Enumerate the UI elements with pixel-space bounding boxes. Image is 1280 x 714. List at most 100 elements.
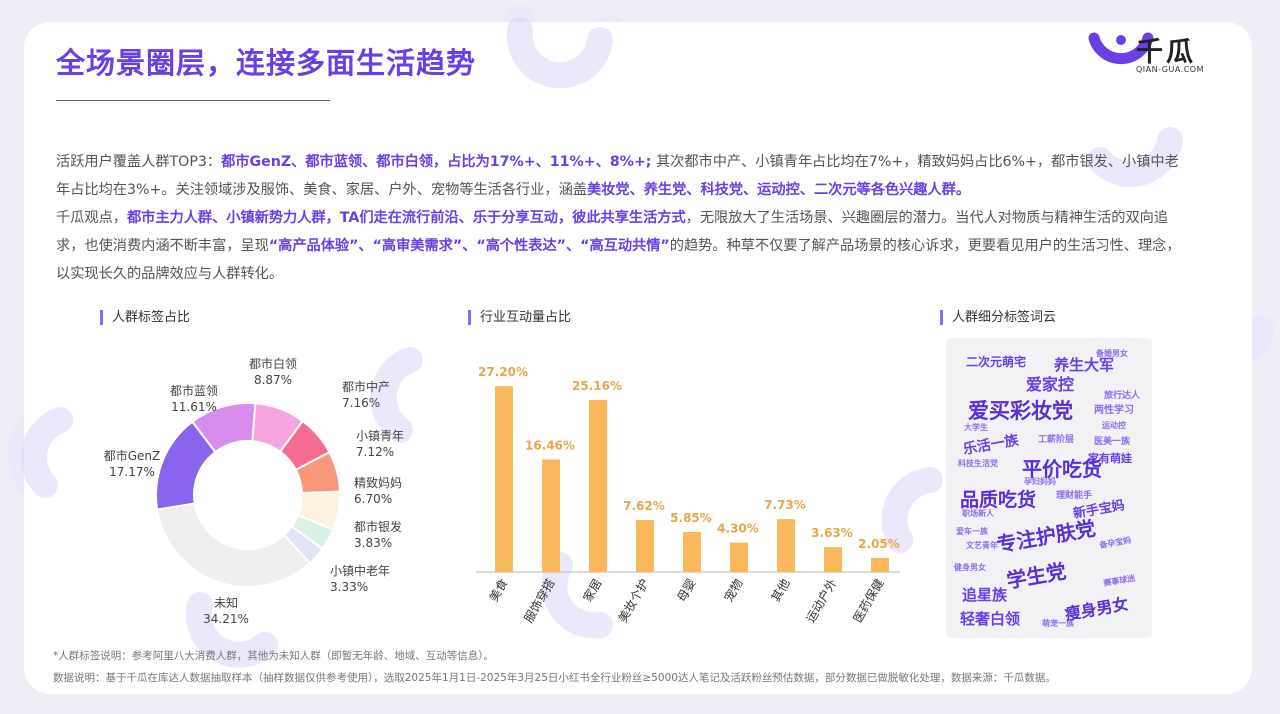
donut-slice-value: 8.87%: [254, 373, 292, 387]
bar-value-label: 4.30%: [717, 522, 759, 536]
intro-text: 千瓜观点，: [56, 210, 127, 226]
page-title: 全场景圈层，连接多面生活趋势: [56, 46, 477, 80]
word-cloud-term: 两性学习: [1094, 403, 1134, 416]
bar-value-label: 7.73%: [764, 498, 806, 512]
donut-slice-label: 都市白领: [249, 356, 297, 371]
word-cloud-term: 爱买彩妆党: [968, 399, 1073, 423]
donut-chart-title: 人群标签占比: [100, 310, 190, 325]
bar: [636, 519, 654, 572]
bar-category-label: 医药保健: [850, 577, 886, 626]
word-cloud-term: 科技生活党: [958, 458, 998, 468]
word-cloud-term: 大学生: [964, 422, 988, 432]
intro-text: ，无限放大了生活场景、兴趣圈层的潜力。当代人对物质与精神生活的双向追求，也使消费…: [56, 210, 1169, 254]
brand-logo: 千瓜 QIAN-GUA.COM: [1062, 30, 1212, 80]
donut-slice-value: 6.70%: [354, 492, 392, 506]
bar-value-label: 7.62%: [623, 499, 665, 513]
donut-slice-label: 都市GenZ: [104, 448, 161, 463]
donut-slice: [155, 502, 312, 588]
donut-slice-value: 3.33%: [330, 580, 368, 594]
intro-text: 的趋势。种草不仅要了解产品场景的核心诉求，更要看见用户的生活习性、理念，以实现长…: [56, 238, 1181, 282]
word-cloud-term: 二次元萌宅: [966, 354, 1026, 369]
word-cloud-term: 旅行达人: [1104, 389, 1141, 401]
intro-paragraph-1: 活跃用户覆盖人群TOP3：都市GenZ、都市蓝领、都市白领，占比为17%+、11…: [56, 148, 1186, 204]
bar-value-label: 25.16%: [572, 379, 622, 393]
bar-value-label: 16.46%: [525, 439, 575, 453]
donut-slice-value: 7.12%: [356, 445, 394, 459]
bar-category-label: 母婴: [674, 577, 698, 605]
donut-slice-label: 未知: [214, 596, 238, 610]
bar-chart: 27.20% 美食 16.46% 服饰穿搭 25.16% 家居 7.62% 美妆个护 5.85%…: [476, 365, 900, 626]
word-cloud-term: 乐活一族: [962, 431, 1021, 458]
bar: [495, 386, 513, 572]
donut-slice-value: 3.83%: [354, 536, 392, 550]
footnote-label-description: *人群标签说明：参考阿里八大消费人群，其他为未知人群（即暂无年龄、地域、互动等信…: [53, 650, 494, 662]
word-cloud-term: 学生党: [1005, 559, 1068, 593]
bar: [730, 542, 748, 572]
intro-text: 活跃用户覆盖人群TOP3：: [56, 154, 222, 170]
donut-slice-label: 都市银发: [354, 519, 402, 534]
word-cloud-panel: [946, 338, 1152, 638]
bar-category-label: 其他: [768, 577, 792, 605]
word-cloud-term: 工薪阶层: [1038, 433, 1074, 445]
donut-slice-label: 都市蓝领: [170, 383, 218, 398]
intro-text: 其次都市中产、小镇青年占比均在7%+，精致妈妈占比6%+，都市银发、小镇中老年占…: [56, 154, 1179, 198]
word-cloud-term: 健身男女: [954, 562, 986, 572]
logo-mark-icon: [1088, 32, 1154, 65]
word-cloud-term: 瘦身男女: [1063, 594, 1129, 624]
intro-highlight: “高产品体验”、“高审美需求”、“高个性表达”、“高互动共情”: [268, 238, 670, 254]
bar: [824, 547, 842, 572]
donut-slice-label: 都市中产: [342, 379, 390, 394]
word-cloud-term: 文艺青年: [966, 540, 998, 550]
word-cloud-term: 家有萌娃: [1088, 451, 1132, 465]
bar: [777, 519, 795, 572]
donut-slice-label: 小镇中老年: [330, 563, 390, 578]
bar-value-label: 27.20%: [478, 365, 528, 379]
bar: [542, 459, 560, 572]
logo-text: 千瓜: [1136, 37, 1196, 68]
word-cloud-term: 平价吃货: [1022, 457, 1102, 481]
word-cloud-term: 理财能手: [1056, 489, 1092, 501]
donut-slice-value: 11.61%: [171, 400, 217, 414]
word-cloud-term: 品质吃货: [960, 488, 1036, 511]
word-cloud-term: 运动控: [1102, 420, 1126, 430]
bar-value-label: 3.63%: [811, 526, 853, 540]
intro-paragraph-2: 千瓜观点，都市主力人群、小镇新势力人群，TA们走在流行前沿、乐于分享互动，彼此共…: [56, 204, 1186, 288]
bar-category-label: 美妆个护: [615, 577, 651, 626]
intro-highlight: 都市GenZ、都市蓝领、都市白领，占比为17%+、11%+、8%+;: [221, 154, 652, 170]
donut-slice-value: 7.16%: [342, 396, 380, 410]
word-cloud-term: 备孕宝妈: [1098, 535, 1132, 551]
logo-subtext: QIAN-GUA.COM: [1136, 65, 1205, 74]
word-cloud-term: 萌宠一族: [1042, 618, 1075, 628]
donut-slice-label: 精致妈妈: [354, 476, 402, 490]
word-cloud-term: 职场新人: [962, 508, 995, 518]
donut-slice-value: 34.21%: [203, 612, 249, 626]
footnote-data-source: 数据说明：基于千瓜在库达人数据抽取样本（抽样数据仅供参考使用），选取2025年1…: [53, 672, 1056, 684]
word-cloud-title: 人群细分标签词云: [940, 310, 1056, 325]
bar: [589, 400, 607, 572]
donut-chart: 都市白领 8.87% 都市中产 7.16% 小镇青年 7.12% 精致妈妈 6.70% 都市银发…: [104, 356, 404, 626]
bar-value-label: 5.85%: [670, 511, 712, 525]
intro-highlight: 都市主力人群、小镇新势力人群，TA们走在流行前沿、乐于分享互动，彼此共享生活方式: [126, 210, 686, 226]
bar-value-label: 2.05%: [858, 537, 900, 551]
bar-chart-title: 行业互动量占比: [468, 310, 571, 325]
bar-category-label: 美食: [486, 576, 511, 604]
bar-category-label: 服饰穿搭: [521, 576, 558, 625]
bar: [871, 557, 889, 572]
word-cloud-term: 赛事球迷: [1102, 572, 1137, 588]
word-cloud-term: 养生大军: [1053, 356, 1114, 374]
bar-category-label: 宠物: [721, 576, 746, 604]
word-cloud-term: 孕妇妈妈: [1024, 476, 1056, 486]
bar-category-label: 家居: [580, 576, 605, 604]
donut-slice-label: 小镇青年: [356, 429, 404, 443]
intro-highlight: 美妆党、养生党、科技党、运动控、二次元等各色兴趣人群。: [586, 182, 971, 198]
bar-category-label: 运动户外: [803, 576, 840, 625]
word-cloud-term: 专注护肤党: [995, 516, 1098, 557]
word-cloud-term: 备婚男女: [1095, 348, 1128, 358]
word-cloud-term: 追星族: [962, 586, 1008, 604]
donut-slice-value: 17.17%: [109, 465, 155, 479]
word-cloud-term: 轻奢白领: [960, 610, 1020, 628]
bar: [683, 532, 701, 572]
donut-slice: [190, 402, 257, 454]
